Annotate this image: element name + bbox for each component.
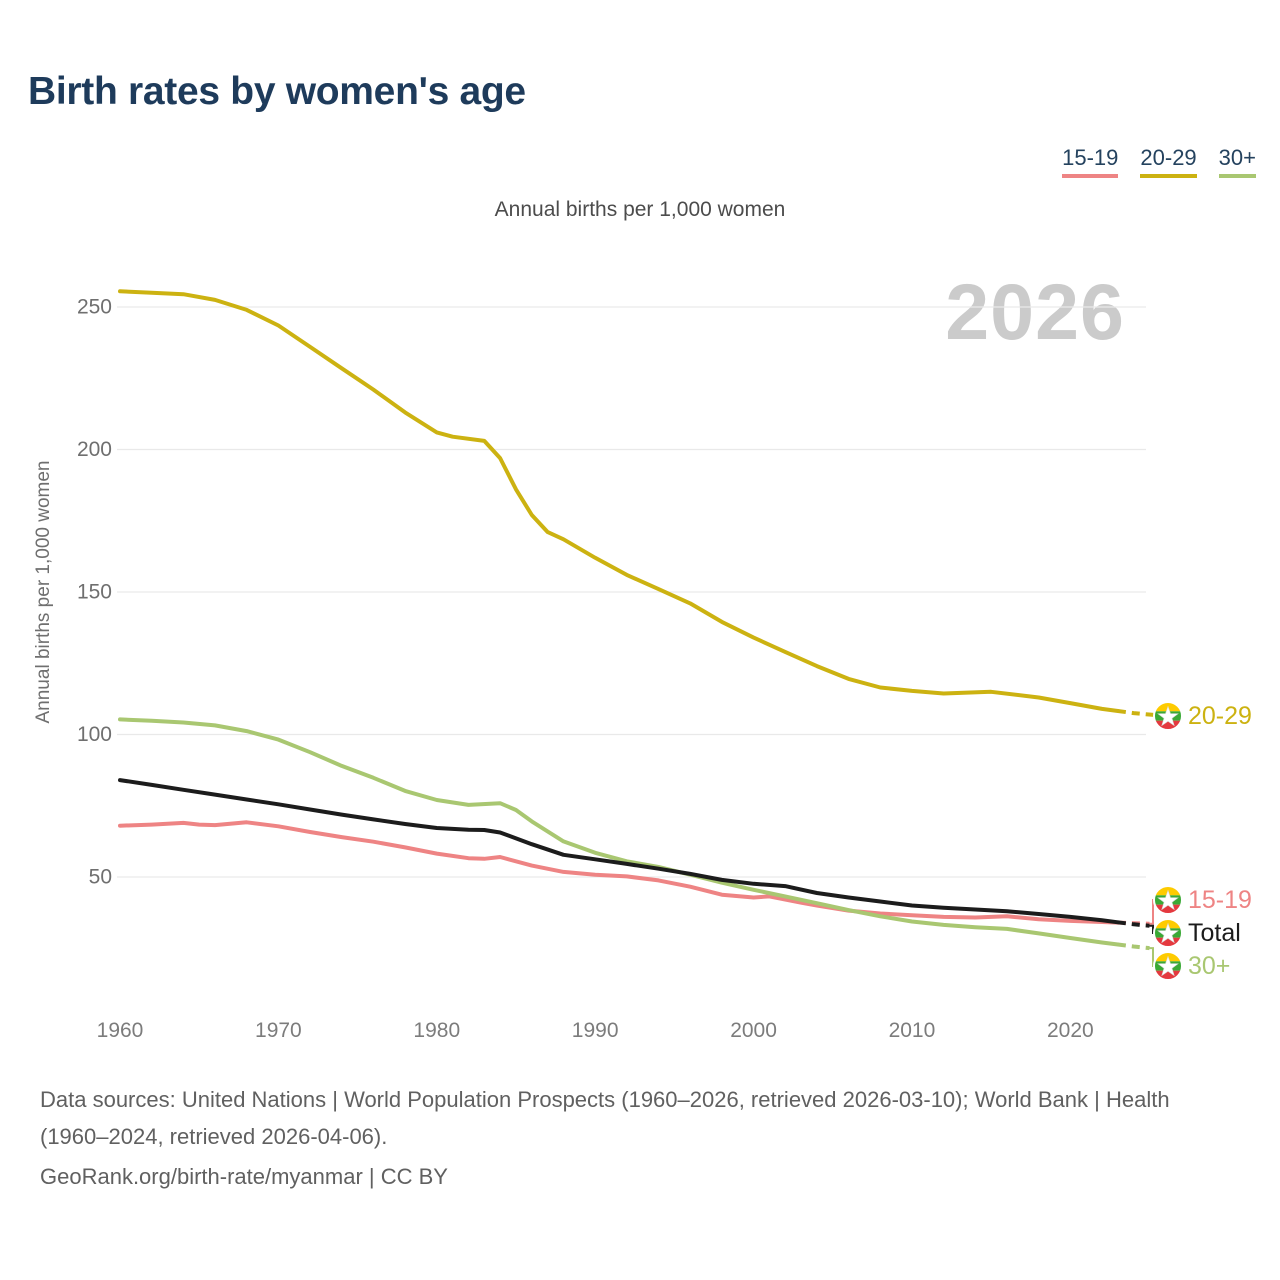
myanmar-flag-icon <box>1153 885 1183 915</box>
x-tick-label: 1970 <box>255 1019 302 1042</box>
x-tick-label: 2010 <box>889 1019 936 1042</box>
legend-item-20-29[interactable]: 20-29 <box>1140 145 1197 179</box>
series-end-label-30+: 30+ <box>1188 952 1230 980</box>
chart-legend: 15-19 20-29 30+ <box>1062 145 1256 179</box>
x-tick-label: 1980 <box>413 1019 460 1042</box>
series-line-20-29 <box>118 289 1120 713</box>
chart-subtitle: Annual births per 1,000 women <box>494 198 786 221</box>
chart-footer: Data sources: United Nations | World Pop… <box>40 1081 1240 1198</box>
year-watermark: 2026 <box>945 267 1125 356</box>
series-end-label-20-29: 20-29 <box>1188 702 1252 730</box>
attribution-link-text[interactable]: GeoRank.org/birth-rate/myanmar | CC BY <box>40 1164 448 1189</box>
x-axis-ticks: 1960 1970 1980 1990 2000 2010 2020 <box>97 1019 1094 1042</box>
y-tick-label: 100 <box>77 723 112 746</box>
legend-item-30+[interactable]: 30+ <box>1218 145 1256 179</box>
y-axis-title: Annual births per 1,000 women <box>33 460 54 724</box>
x-tick-label: 2000 <box>730 1019 777 1042</box>
y-tick-label: 50 <box>89 866 112 889</box>
series-end-label-15-19: 15-19 <box>1188 886 1252 914</box>
gridlines <box>117 306 1146 878</box>
x-tick-label: 2020 <box>1047 1019 1094 1042</box>
series-line-30+ <box>118 717 1120 947</box>
data-sources-text: Data sources: United Nations | World Pop… <box>40 1087 1170 1149</box>
y-axis-ticks: 50 100 150 200 250 <box>77 296 112 889</box>
series-line-projection-20-29 <box>1117 709 1166 718</box>
page-title: Birth rates by women's age <box>28 70 526 113</box>
x-tick-label: 1990 <box>572 1019 619 1042</box>
myanmar-flag-icon <box>1153 951 1183 981</box>
series-line-projection-total <box>1117 920 1150 928</box>
x-tick-label: 1960 <box>97 1019 144 1042</box>
series-end-label-total: Total <box>1188 919 1241 947</box>
myanmar-flag-icon <box>1153 701 1183 731</box>
legend-item-15-19[interactable]: 15-19 <box>1062 145 1119 179</box>
y-tick-label: 150 <box>77 581 112 604</box>
myanmar-flag-icon <box>1153 918 1183 948</box>
series-line-total <box>118 778 1120 925</box>
series-line-projection-30+ <box>1117 942 1150 951</box>
series-line-15-19 <box>118 820 1120 925</box>
y-tick-label: 250 <box>77 296 112 319</box>
y-tick-label: 200 <box>77 438 112 461</box>
